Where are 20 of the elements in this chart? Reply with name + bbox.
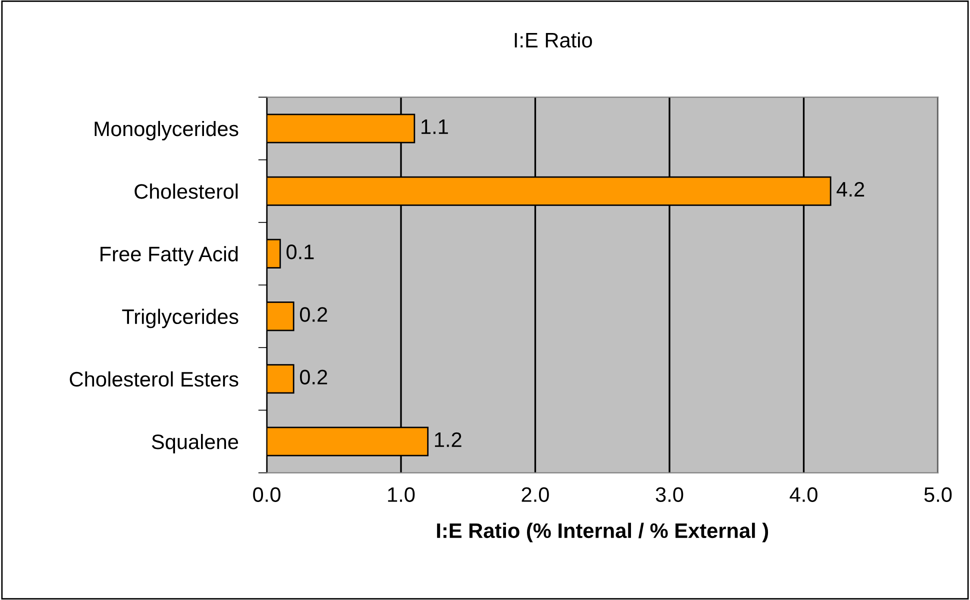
x-tick-label: 5.0 <box>924 487 952 502</box>
y-tick-label: Squalene <box>152 434 238 454</box>
data-label: 4.2 <box>836 182 864 196</box>
x-tick-label: 4.0 <box>790 487 818 502</box>
x-tick-label: 1.0 <box>388 487 415 502</box>
x-tick-label: 0.0 <box>253 487 280 502</box>
data-label: 1.1 <box>422 120 448 134</box>
x-axis-title: I:E Ratio (% Internal / % External ) <box>437 522 768 542</box>
data-label: 0.2 <box>300 370 328 384</box>
y-tick-label: Triglycerides <box>122 308 238 328</box>
y-tick-label: Monoglycerides <box>94 120 238 140</box>
y-tick-label: Cholesterol Esters <box>70 371 238 387</box>
x-tick-label: 3.0 <box>656 487 684 502</box>
y-tick-label: Free Fatty Acid <box>100 246 238 266</box>
y-tick-label: Cholesterol <box>134 184 238 199</box>
data-label: 0.2 <box>300 307 328 322</box>
data-label: 1.2 <box>434 432 462 447</box>
chart-title: I:E Ratio <box>514 32 592 48</box>
data-label: 0.1 <box>286 244 314 260</box>
x-tick-label: 2.0 <box>522 487 549 502</box>
